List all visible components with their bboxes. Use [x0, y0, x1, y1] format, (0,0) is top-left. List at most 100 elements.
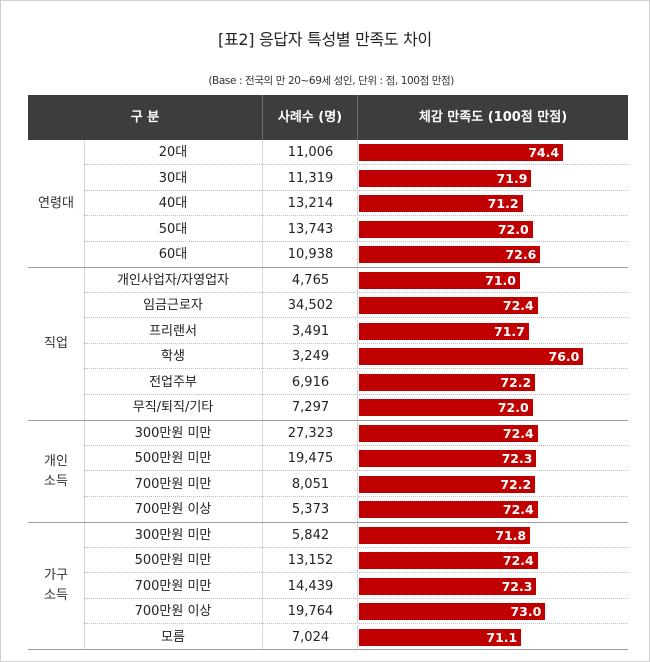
- table-row: 임금근로자 34,502 72.4: [84, 293, 628, 318]
- bar-cell: 72.6: [357, 242, 629, 267]
- satisfaction-bar: 71.7: [359, 322, 529, 340]
- table-row: 개인사업자/자영업자 4,765 71.0: [84, 267, 628, 293]
- group-divider: [84, 420, 85, 523]
- satisfaction-bar: 72.2: [359, 475, 536, 493]
- bar-value-label: 72.3: [501, 451, 533, 466]
- row-label: 개인사업자/자영업자: [116, 272, 230, 288]
- row-divider: [84, 546, 628, 548]
- header-satisfaction: 체감 만족도 (100점 만점): [418, 110, 568, 125]
- base-note: (Base : 전국의 만 20~69세 성인, 단위 : 점, 100점 만점…: [208, 75, 454, 87]
- satisfaction-bar: 72.6: [359, 246, 541, 263]
- row-label: 500만원 미만: [134, 451, 212, 466]
- bar-value-label: 72.4: [502, 502, 534, 517]
- bar-cell: 71.9: [357, 165, 629, 191]
- satisfaction-bar: 76.0: [359, 348, 584, 365]
- table-row: 전업주부 6,916 72.2: [84, 369, 629, 395]
- group-separator: [28, 266, 628, 268]
- table-row: 모름 7,024 71.1: [84, 624, 629, 650]
- row-label: 임금근로자: [143, 298, 203, 313]
- row-count: 10,938: [262, 242, 358, 267]
- group-divider: [84, 267, 85, 421]
- row-count: 3,491: [262, 318, 358, 344]
- bar-cell: 72.3: [357, 446, 629, 471]
- bar-cell: 72.2: [357, 471, 629, 497]
- satisfaction-bar: 71.9: [359, 169, 532, 187]
- satisfaction-bar: 72.4: [359, 297, 538, 314]
- bar-value-label: 72.2: [500, 476, 532, 492]
- row-count: 7,297: [262, 395, 358, 420]
- table-row: 700만원 미만 14,439 72.3: [84, 573, 628, 599]
- row-count: 14,439: [262, 573, 358, 599]
- row-label: 300만원 미만: [134, 527, 212, 543]
- bar-value-label: 71.7: [494, 323, 525, 339]
- table-row: 700만원 이상 19,764 73.0: [84, 599, 628, 624]
- bar-value-label: 71.1: [486, 629, 518, 645]
- row-count: 27,323: [262, 420, 358, 446]
- bar-cell: 72.4: [357, 420, 629, 446]
- row-count: 3,249: [262, 344, 358, 369]
- row-divider: [84, 164, 628, 165]
- row-group: 직업 개인사업자/자영업자 4,765 71.0 임금근로자 34,502 72.4 프리랜서…: [28, 267, 629, 421]
- row-divider: [84, 240, 628, 242]
- table-row: 프리랜서 3,491 71.7: [84, 318, 628, 344]
- satisfaction-bar: 74.4: [359, 144, 564, 161]
- row-divider: [84, 623, 628, 624]
- bar-value-label: 72.3: [501, 578, 533, 594]
- row-divider: [84, 291, 628, 293]
- satisfaction-bar: 73.0: [359, 603, 546, 620]
- bar-value-label: 73.0: [510, 604, 542, 619]
- row-label: 60대: [158, 247, 188, 262]
- row-divider: [84, 317, 628, 318]
- bar-cell: 73.0: [357, 599, 629, 624]
- row-label: 300만원 미만: [134, 425, 212, 441]
- header-separator: [262, 95, 263, 140]
- row-label: 50대: [158, 221, 188, 237]
- bar-cell: 71.1: [357, 624, 629, 650]
- table-row: 무직/퇴직/기타 7,297 72.0: [84, 395, 628, 420]
- group-divider: [84, 522, 85, 650]
- row-count: 8,051: [262, 471, 358, 497]
- satisfaction-bar: 72.0: [359, 399, 533, 416]
- row-label: 전업주부: [149, 374, 197, 390]
- bar-value-label: 76.0: [548, 349, 580, 364]
- satisfaction-bar: 71.8: [359, 526, 531, 544]
- row-count: 5,842: [262, 522, 358, 548]
- row-count: 13,214: [262, 191, 358, 216]
- bar-cell: 76.0: [357, 344, 629, 369]
- row-count: 5,373: [262, 497, 358, 522]
- bar-cell: 72.0: [357, 216, 629, 242]
- bar-cell: 72.4: [357, 497, 629, 522]
- table-header: 구 분 사례수 (명) 체감 만족도 (100점 만점): [28, 95, 628, 140]
- bar-cell: 72.0: [357, 395, 629, 420]
- bar-value-label: 71.8: [495, 527, 527, 543]
- bar-cell: 72.4: [357, 548, 629, 573]
- row-count: 19,764: [262, 599, 358, 624]
- row-label: 20대: [158, 145, 188, 160]
- group-label: 직업: [44, 336, 68, 351]
- table-row: 50대 13,743 72.0: [84, 216, 629, 242]
- satisfaction-bar: 72.2: [359, 373, 536, 391]
- bar-value-label: 71.2: [487, 196, 519, 211]
- table-row: 20대 11,006 74.4: [84, 140, 628, 165]
- row-divider: [84, 470, 628, 471]
- bar-value-label: 71.0: [485, 272, 516, 288]
- bar-value-label: 72.4: [502, 425, 534, 441]
- row-count: 13,152: [262, 548, 358, 573]
- bar-cell: 71.2: [357, 191, 629, 216]
- page-title: [표2] 응답자 특성별 만족도 차이: [218, 30, 432, 49]
- table-row: 300만원 미만 5,842 71.8: [84, 522, 629, 548]
- row-label: 프리랜서: [149, 323, 197, 339]
- bar-value-label: 72.6: [505, 247, 537, 262]
- group-label: 개인 소득: [44, 453, 68, 489]
- bar-cell: 72.4: [357, 293, 629, 318]
- row-label: 500만원 미만: [134, 553, 212, 568]
- satisfaction-bar: 72.3: [359, 450, 537, 467]
- bar-value-label: 72.4: [502, 298, 534, 313]
- row-label: 40대: [158, 196, 188, 211]
- table-row: 30대 11,319 71.9: [84, 165, 629, 191]
- row-label: 700만원 미만: [134, 578, 212, 594]
- bar-cell: 71.8: [357, 522, 629, 548]
- table-row: 40대 13,214 71.2: [84, 191, 628, 216]
- row-count: 11,006: [262, 140, 358, 165]
- bar-cell: 72.2: [357, 369, 629, 395]
